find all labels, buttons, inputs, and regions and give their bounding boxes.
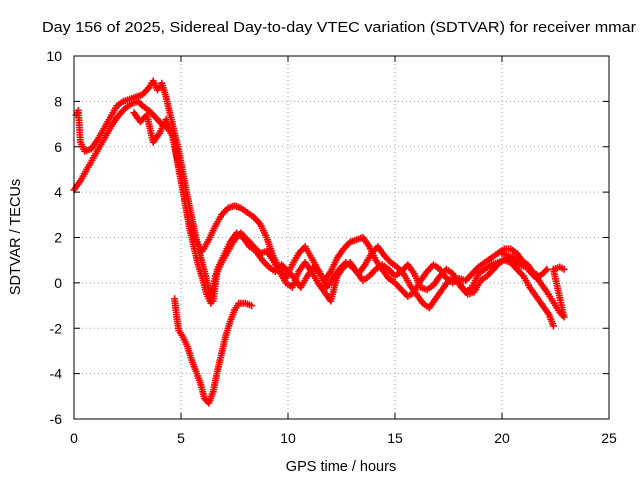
series-trace-e — [498, 249, 568, 321]
data-point — [137, 100, 145, 108]
series-trace-c — [130, 109, 557, 330]
x-tick-label: 15 — [387, 430, 403, 446]
tick-marks — [73, 55, 610, 420]
x-tick-label: 0 — [70, 430, 78, 446]
chart-title: Day 156 of 2025, Sidereal Day-to-day VTE… — [42, 20, 636, 36]
x-tick-label: 5 — [177, 430, 185, 446]
y-tick-label: -6 — [50, 411, 63, 427]
data-point — [542, 267, 550, 275]
y-tick-label: -4 — [50, 366, 63, 382]
y-tick-label: 2 — [54, 230, 62, 246]
data-point — [248, 302, 256, 310]
y-tick-label: 4 — [54, 184, 62, 200]
data-point — [543, 265, 551, 273]
series-trace-d — [171, 295, 256, 407]
grid-lines — [74, 56, 609, 419]
x-tick-label: 20 — [494, 430, 510, 446]
y-tick-label: 10 — [46, 48, 62, 64]
x-tick-label: 25 — [601, 430, 617, 446]
y-tick-label: 8 — [54, 93, 62, 109]
y-tick-label: 6 — [54, 139, 62, 155]
tick-labels: 0 5 10 15 20 25 -6 -4 -2 0 2 4 6 8 10 — [46, 48, 617, 446]
data-point — [560, 265, 568, 273]
y-tick-label: 0 — [54, 275, 62, 291]
y-axis-label: SDTVAR / TECUs — [8, 179, 24, 295]
data-point — [549, 322, 557, 330]
x-axis-label: GPS time / hours — [286, 459, 396, 475]
y-tick-label: -2 — [50, 320, 63, 336]
data-layer — [70, 77, 568, 407]
x-tick-label: 10 — [280, 430, 296, 446]
